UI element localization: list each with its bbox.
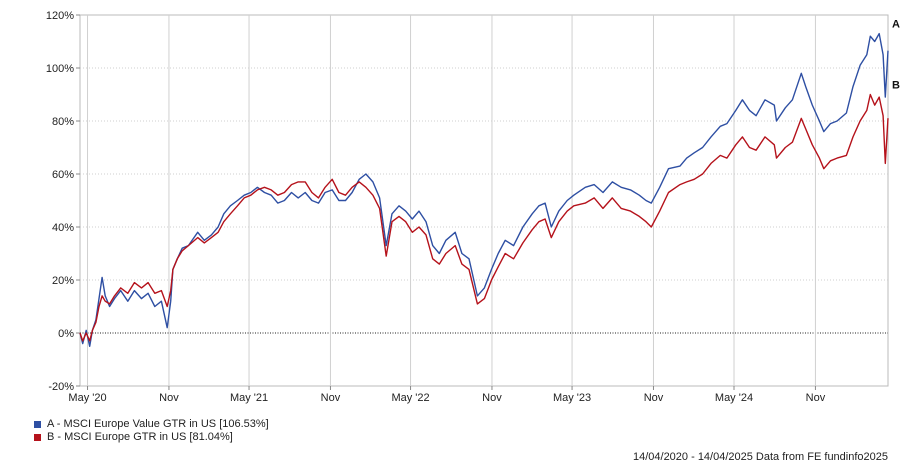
- y-tick-label: 80%: [52, 116, 74, 128]
- x-tick-label: May '22: [391, 392, 429, 404]
- plot-area: [79, 14, 889, 387]
- y-tick-label: 100%: [46, 63, 74, 75]
- x-tick-label: May '21: [230, 392, 268, 404]
- grid: [80, 15, 888, 386]
- x-tick-label: May '20: [68, 392, 106, 404]
- x-tick-label: Nov: [321, 392, 341, 404]
- line-chart: -20% 0% 20% 40% 60% 80% 100% 120% May '20 Nov May …: [46, 10, 900, 404]
- series-end-label-b: B: [892, 80, 900, 92]
- x-tick-label: Nov: [482, 392, 502, 404]
- x-tick-label: Nov: [159, 392, 179, 404]
- series-line-b: [79, 93, 889, 342]
- end-labels: AB: [892, 19, 900, 92]
- y-tick-label: -20%: [48, 381, 74, 393]
- y-tick-label: 0%: [58, 328, 74, 340]
- legend-swatch-b: [34, 434, 41, 441]
- x-tick-label: May '23: [553, 392, 591, 404]
- legend-item-b: B - MSCI Europe GTR in US [81.04%]: [34, 431, 269, 444]
- y-tick-label: 60%: [52, 169, 74, 181]
- x-tick-label: Nov: [806, 392, 826, 404]
- legend-label-a: A - MSCI Europe Value GTR in US [106.53%…: [47, 418, 269, 430]
- y-tick-label: 120%: [46, 10, 74, 22]
- x-tick-label: Nov: [644, 392, 664, 404]
- legend: A - MSCI Europe Value GTR in US [106.53%…: [34, 418, 269, 444]
- series-lines: [79, 32, 889, 347]
- legend-swatch-a: [34, 421, 41, 428]
- legend-label-b: B - MSCI Europe GTR in US [81.04%]: [47, 431, 233, 443]
- source-footer: 14/04/2020 - 14/04/2025 Data from FE fun…: [632, 451, 888, 463]
- y-tick-label: 40%: [52, 222, 74, 234]
- y-tick-label: 20%: [52, 275, 74, 287]
- series-end-label-a: A: [892, 19, 900, 31]
- x-tick-label: May '24: [715, 392, 753, 404]
- axes: -20% 0% 20% 40% 60% 80% 100% 120% May '20 Nov May …: [46, 10, 826, 404]
- legend-item-a: A - MSCI Europe Value GTR in US [106.53%…: [34, 418, 269, 431]
